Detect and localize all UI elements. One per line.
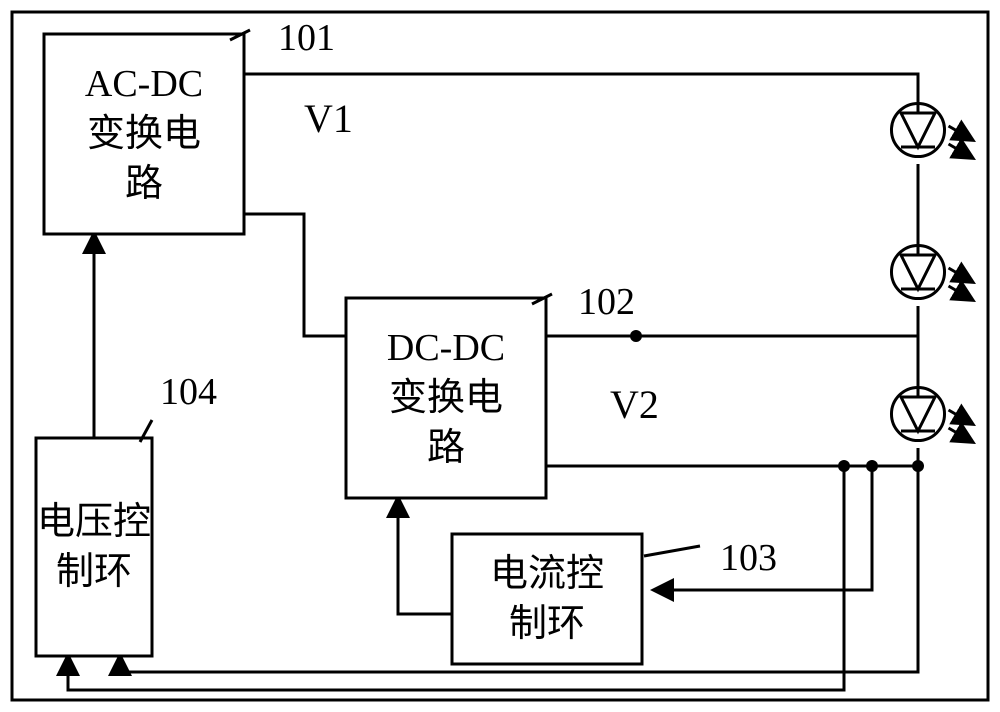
signal-V1: V1 (304, 96, 353, 141)
ref-vloop: 104 (160, 371, 217, 413)
block-vloop (36, 438, 152, 656)
ref-dcdc: 102 (578, 281, 635, 323)
ref-iloop: 103 (720, 537, 777, 579)
signal-V2: V2 (610, 382, 659, 427)
ref-acdc: 101 (278, 17, 335, 59)
